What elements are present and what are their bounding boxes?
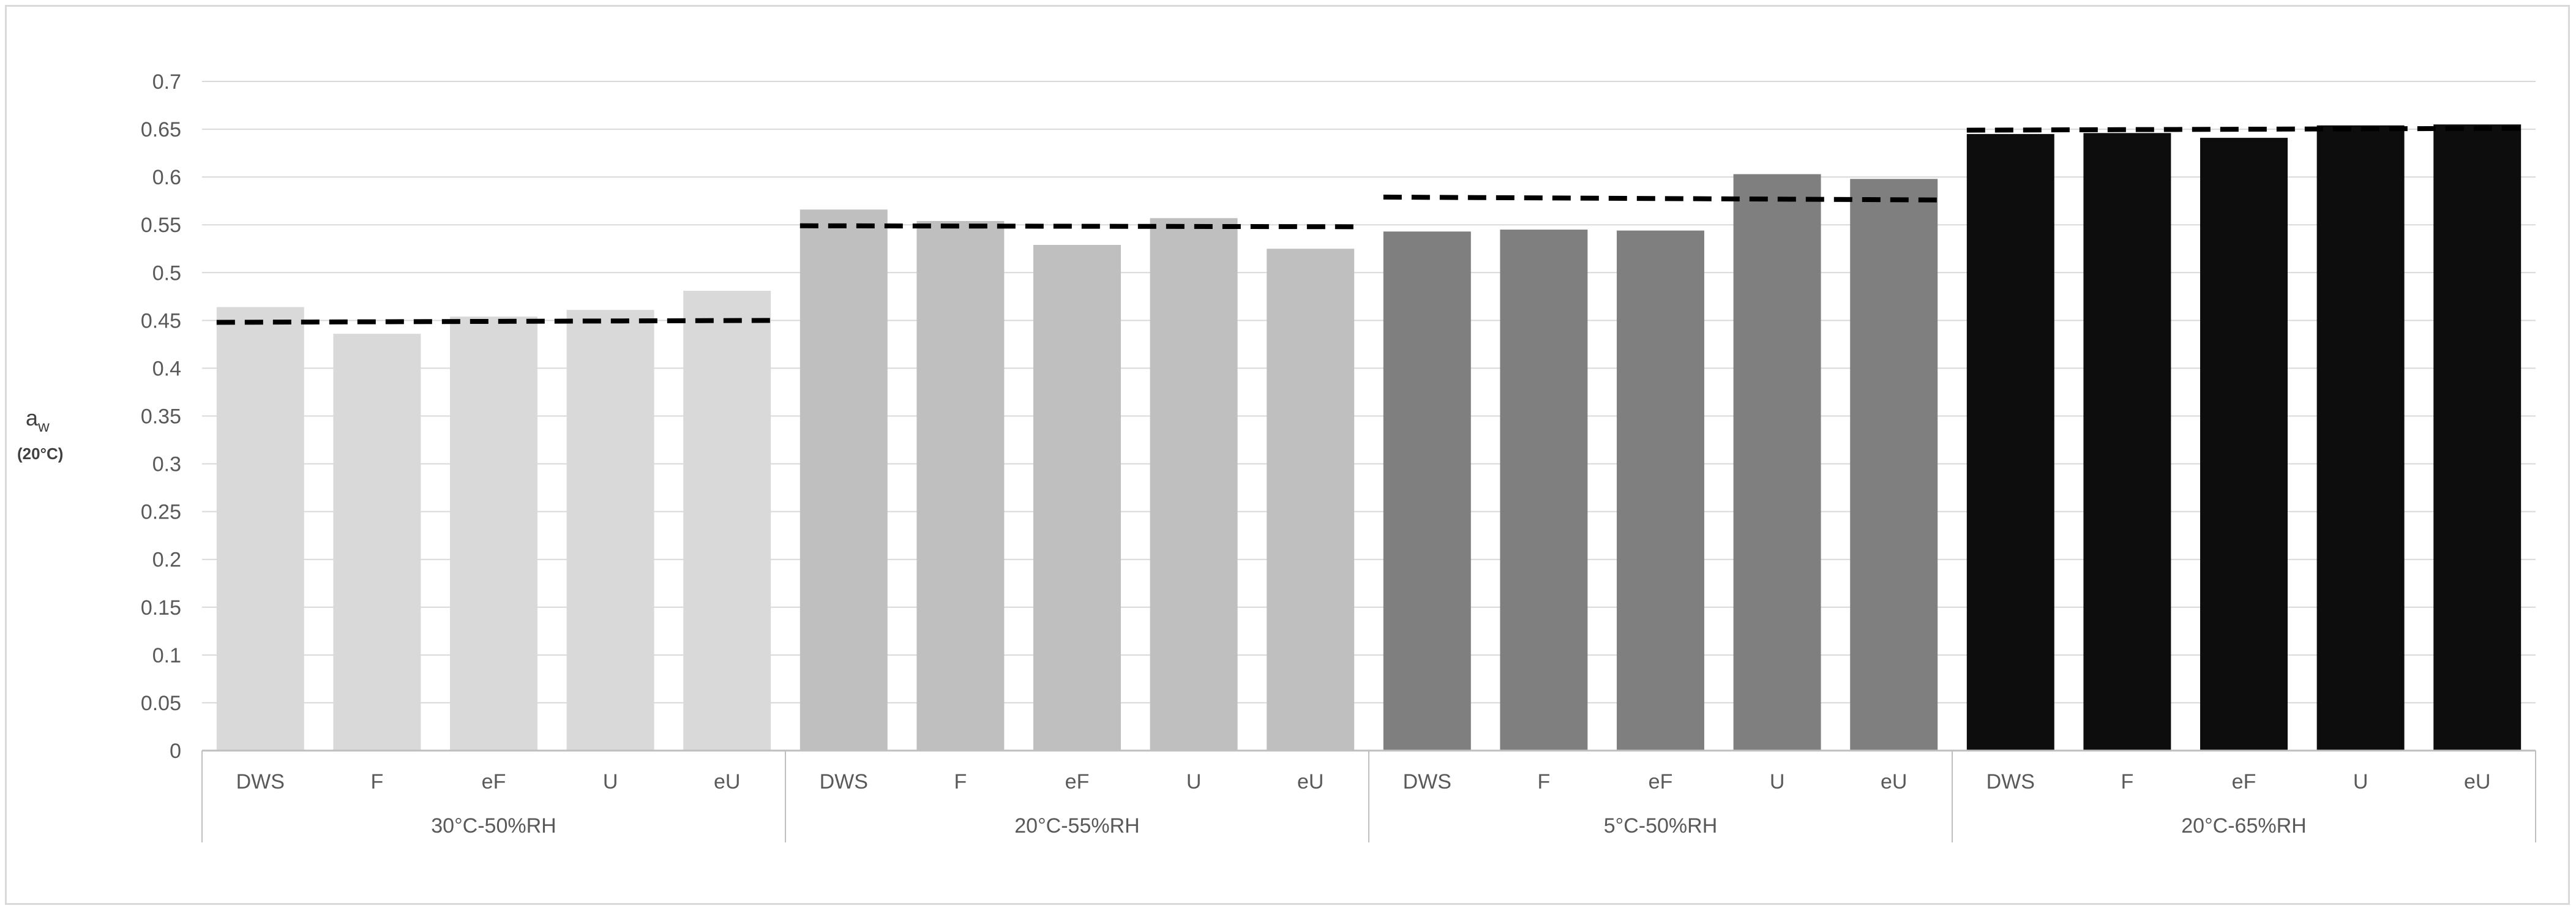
bar bbox=[2083, 133, 2171, 751]
x-category-label: eF bbox=[482, 770, 506, 793]
y-tick-label: 0 bbox=[170, 740, 181, 763]
bar bbox=[1267, 249, 1355, 751]
x-category-label: U bbox=[1186, 770, 1202, 793]
reference-line bbox=[1383, 194, 1938, 203]
y-tick-label: 0.65 bbox=[141, 118, 181, 141]
bar bbox=[216, 307, 304, 751]
bar bbox=[1500, 230, 1588, 751]
y-axis-label-main: a bbox=[26, 405, 39, 430]
bar bbox=[1850, 179, 1938, 751]
y-tick-label: 0.05 bbox=[141, 692, 181, 715]
y-axis-label: aw bbox=[26, 405, 50, 435]
x-category-label: F bbox=[1538, 770, 1551, 793]
bar bbox=[566, 310, 654, 751]
bar bbox=[2433, 124, 2522, 751]
bars bbox=[216, 124, 2522, 751]
reference-lines bbox=[216, 126, 2522, 325]
x-group-label: 5°C-50%RH bbox=[1604, 814, 1718, 838]
x-category-label: DWS bbox=[820, 770, 868, 793]
gridlines bbox=[202, 81, 2536, 703]
x-category-label: eF bbox=[1649, 770, 1673, 793]
bar bbox=[1150, 218, 1238, 751]
y-tick-label: 0.3 bbox=[152, 453, 181, 476]
y-axis-label-subscript: w bbox=[37, 417, 50, 435]
bar bbox=[2316, 125, 2405, 751]
x-group-label: 30°C-50%RH bbox=[431, 814, 556, 838]
y-tick-label: 0.7 bbox=[152, 70, 181, 94]
x-category-label: F bbox=[954, 770, 967, 793]
bar bbox=[1733, 174, 1821, 751]
x-category-label: eF bbox=[1065, 770, 1090, 793]
reference-line bbox=[216, 318, 771, 325]
reference-line bbox=[799, 223, 1355, 230]
y-tick-label: 0.35 bbox=[141, 405, 181, 429]
x-category-label: U bbox=[603, 770, 618, 793]
y-tick-label: 0.5 bbox=[152, 261, 181, 285]
x-category-label: eU bbox=[714, 770, 740, 793]
reference-line bbox=[1966, 126, 2522, 133]
x-category-label: eF bbox=[2232, 770, 2256, 793]
bar bbox=[1383, 231, 1471, 751]
y-tick-label: 0.55 bbox=[141, 214, 181, 237]
y-tick-label: 0.2 bbox=[152, 549, 181, 572]
labels: 0 0.05 0.1 0.15 0.2 0.25 0.3 0.35 0.4 0.45 0.5 0.55… bbox=[141, 70, 2491, 838]
bar bbox=[1966, 133, 2054, 751]
x-category-label: U bbox=[1770, 770, 1785, 793]
x-category-label: eU bbox=[1297, 770, 1324, 793]
x-category-label: eU bbox=[2464, 770, 2490, 793]
y-tick-label: 0.25 bbox=[141, 501, 181, 524]
x-group-label: 20°C-55%RH bbox=[1014, 814, 1139, 838]
y-tick-label: 0.1 bbox=[152, 644, 181, 667]
x-category-label: F bbox=[371, 770, 384, 793]
bar bbox=[1617, 230, 1704, 751]
y-tick-label: 0.4 bbox=[152, 357, 181, 380]
x-category-label: F bbox=[2121, 770, 2134, 793]
bar bbox=[450, 317, 537, 751]
x-category-label: eU bbox=[1881, 770, 1907, 793]
x-category-label: DWS bbox=[1403, 770, 1451, 793]
bar bbox=[333, 334, 421, 751]
x-category-label: U bbox=[2353, 770, 2368, 793]
bar bbox=[799, 209, 888, 751]
x-group-label: 20°C-65%RH bbox=[2181, 814, 2306, 838]
y-axis-unit: (20°C) bbox=[17, 444, 63, 463]
x-category-label: DWS bbox=[236, 770, 285, 793]
x-category-label: DWS bbox=[1986, 770, 2035, 793]
y-tick-label: 0.45 bbox=[141, 309, 181, 332]
bar bbox=[2200, 138, 2288, 751]
axes bbox=[201, 749, 2536, 842]
y-tick-label: 0.15 bbox=[141, 596, 181, 620]
y-tick-label: 0.6 bbox=[152, 166, 181, 189]
bar bbox=[1033, 245, 1121, 751]
bar bbox=[683, 290, 771, 751]
bar bbox=[916, 220, 1005, 751]
